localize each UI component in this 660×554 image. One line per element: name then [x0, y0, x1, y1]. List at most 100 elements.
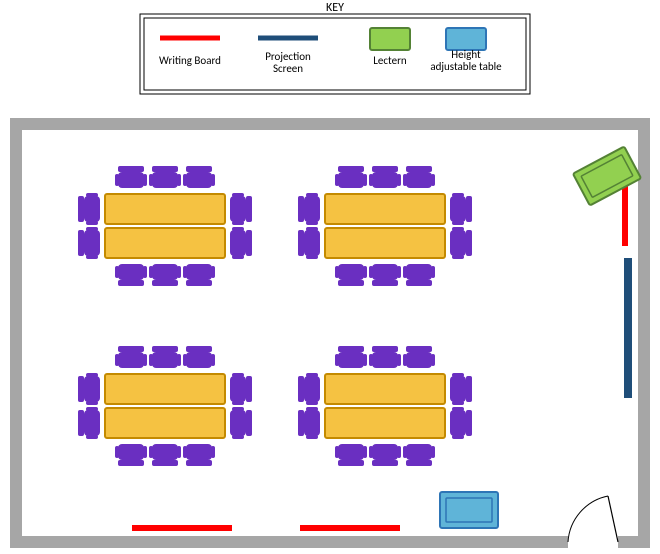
chair-part [397, 354, 401, 366]
key-item-label: Screen [273, 62, 303, 75]
chair-part [186, 346, 212, 352]
chair-part [452, 401, 464, 405]
chair-part [211, 174, 215, 186]
chair-part [211, 354, 215, 366]
chair-part [304, 196, 320, 222]
chair-part [338, 460, 364, 466]
chair-part [152, 444, 178, 460]
key-swatch-rect [370, 28, 410, 50]
chair-part [304, 230, 320, 256]
chair-part [466, 410, 472, 436]
chair-part [397, 266, 401, 278]
chair-part [452, 373, 464, 377]
chair-part [246, 376, 252, 402]
chair-part [115, 266, 119, 278]
chair-part [183, 354, 187, 366]
chair-part [406, 352, 432, 368]
chair-part [397, 174, 401, 186]
chair-part [118, 172, 144, 188]
chair-part [369, 174, 373, 186]
chair-part [118, 444, 144, 460]
chair-part [177, 354, 181, 366]
chair-part [230, 230, 246, 256]
chair-part [149, 174, 153, 186]
chair-part [335, 174, 339, 186]
chair-part [466, 230, 472, 256]
chair-part [369, 354, 373, 366]
chair-part [406, 346, 432, 352]
chair-part [403, 266, 407, 278]
chair-part [298, 196, 304, 222]
chair-part [403, 446, 407, 458]
chair-part [335, 446, 339, 458]
chair-part [372, 264, 398, 280]
chair-part [372, 172, 398, 188]
chair-part [86, 221, 98, 225]
chair-part [186, 352, 212, 368]
chair-part [149, 354, 153, 366]
chair-part [431, 266, 435, 278]
chair-part [363, 266, 367, 278]
chair-part [177, 266, 181, 278]
chair-part [406, 444, 432, 460]
chair-part [304, 410, 320, 436]
chair-part [306, 221, 318, 225]
chair-part [86, 255, 98, 259]
chair-part [306, 255, 318, 259]
chair-part [78, 230, 84, 256]
chair-part [183, 446, 187, 458]
chair-part [232, 193, 244, 197]
chair-part [118, 346, 144, 352]
table [325, 194, 445, 224]
chair-part [298, 410, 304, 436]
table [325, 228, 445, 258]
chair-part [115, 354, 119, 366]
table [325, 408, 445, 438]
chair-part [149, 446, 153, 458]
chair-part [406, 264, 432, 280]
table [105, 228, 225, 258]
chair-part [186, 280, 212, 286]
chair-part [152, 172, 178, 188]
chair-part [78, 376, 84, 402]
chair-part [306, 401, 318, 405]
chair-part [186, 172, 212, 188]
chair-part [338, 280, 364, 286]
chair-part [86, 193, 98, 197]
key-item-label: Lectern [373, 54, 407, 67]
chair-part [86, 401, 98, 405]
chair-part [186, 460, 212, 466]
chair-part [246, 196, 252, 222]
table [105, 194, 225, 224]
chair-part [452, 193, 464, 197]
chair-part [335, 266, 339, 278]
chair-part [372, 352, 398, 368]
chair-part [450, 230, 466, 256]
chair-part [86, 407, 98, 411]
chair-part [403, 354, 407, 366]
chair-part [118, 460, 144, 466]
chair-part [143, 446, 147, 458]
chair-part [177, 446, 181, 458]
table [105, 374, 225, 404]
chair-part [452, 255, 464, 259]
chair-part [298, 230, 304, 256]
chair-part [406, 166, 432, 172]
chair-part [232, 255, 244, 259]
chair-part [306, 435, 318, 439]
chair-part [232, 221, 244, 225]
chair-part [84, 196, 100, 222]
key-item-2: Lectern [370, 28, 410, 67]
chair-part [78, 196, 84, 222]
chair-part [232, 227, 244, 231]
chair-part [84, 376, 100, 402]
chair-part [152, 346, 178, 352]
chair-part [232, 435, 244, 439]
chair-part [369, 266, 373, 278]
chair-part [118, 264, 144, 280]
chair-part [452, 407, 464, 411]
chair-part [183, 266, 187, 278]
chair-part [84, 410, 100, 436]
chair-part [183, 174, 187, 186]
table [325, 374, 445, 404]
